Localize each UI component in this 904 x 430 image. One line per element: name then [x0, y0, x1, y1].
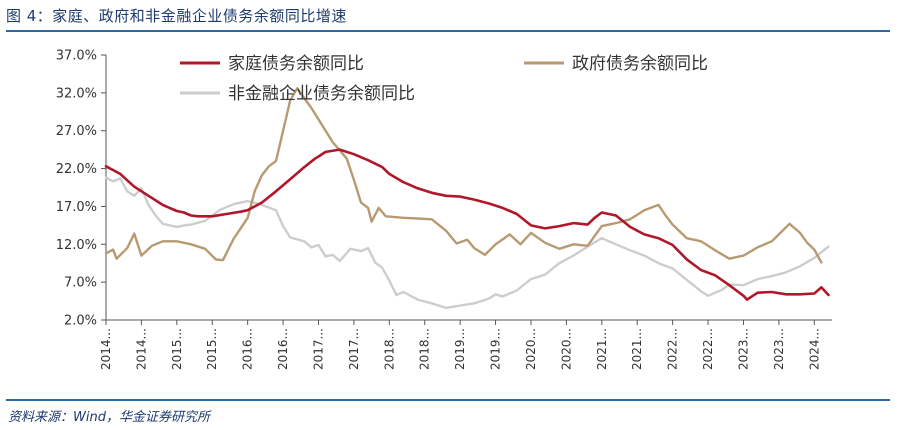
- x-tick-label: 2020...: [559, 328, 573, 370]
- series-line: [104, 87, 823, 264]
- x-tick-label: 2014...: [134, 328, 148, 370]
- x-tick-label: 2019...: [489, 328, 503, 370]
- series-line: [104, 148, 830, 301]
- chart: 2.0% 7.0% 12.0% 17.0% 22.0% 27.0% 32.0% 37.0% 20…: [56, 49, 832, 370]
- y-tick-label: 32.0%: [56, 86, 97, 101]
- y-tick-label: 22.0%: [56, 162, 97, 177]
- y-tick-label: 7.0%: [64, 276, 97, 291]
- x-tick-label: 2015...: [170, 328, 184, 370]
- x-tick-label: 2022...: [666, 328, 680, 370]
- bottom-rule: [6, 399, 890, 401]
- source-note: 资料来源：Wind，华金证券研究所: [8, 410, 210, 425]
- x-tick-label: 2016...: [241, 328, 255, 370]
- series-line: [104, 176, 830, 310]
- x-tick-label: 2015...: [205, 328, 219, 370]
- y-tick-label: 2.0%: [64, 314, 97, 329]
- x-tick-label: 2014...: [99, 328, 113, 370]
- figure-title: 图 4：家庭、政府和非金融企业债务余额同比增速: [6, 7, 347, 25]
- legend-label: 家庭债务余额同比: [228, 54, 364, 74]
- x-tick-label: 2022...: [701, 328, 715, 370]
- y-tick-label: 12.0%: [56, 238, 97, 253]
- x-tick-label: 2020...: [524, 328, 538, 370]
- x-tick-label: 2018...: [418, 328, 432, 370]
- x-tick-label: 2023...: [736, 328, 750, 370]
- legend-label: 非金融企业债务余额同比: [228, 84, 415, 104]
- top-rule: [6, 30, 890, 32]
- legend-label: 政府债务余额同比: [572, 54, 708, 74]
- x-tick-label: 2021...: [630, 328, 644, 370]
- x-tick-label: 2023...: [772, 328, 786, 370]
- x-tick-label: 2018...: [382, 328, 396, 370]
- y-tick-label: 27.0%: [56, 124, 97, 139]
- x-tick-label: 2017...: [347, 328, 361, 370]
- y-tick-label: 17.0%: [56, 200, 97, 215]
- y-tick-label: 37.0%: [56, 49, 97, 64]
- x-tick-label: 2017...: [311, 328, 325, 370]
- x-tick-label: 2016...: [276, 328, 290, 370]
- x-tick-label: 2019...: [453, 328, 467, 370]
- x-tick-label: 2024...: [807, 328, 821, 370]
- x-tick-label: 2021...: [595, 328, 609, 370]
